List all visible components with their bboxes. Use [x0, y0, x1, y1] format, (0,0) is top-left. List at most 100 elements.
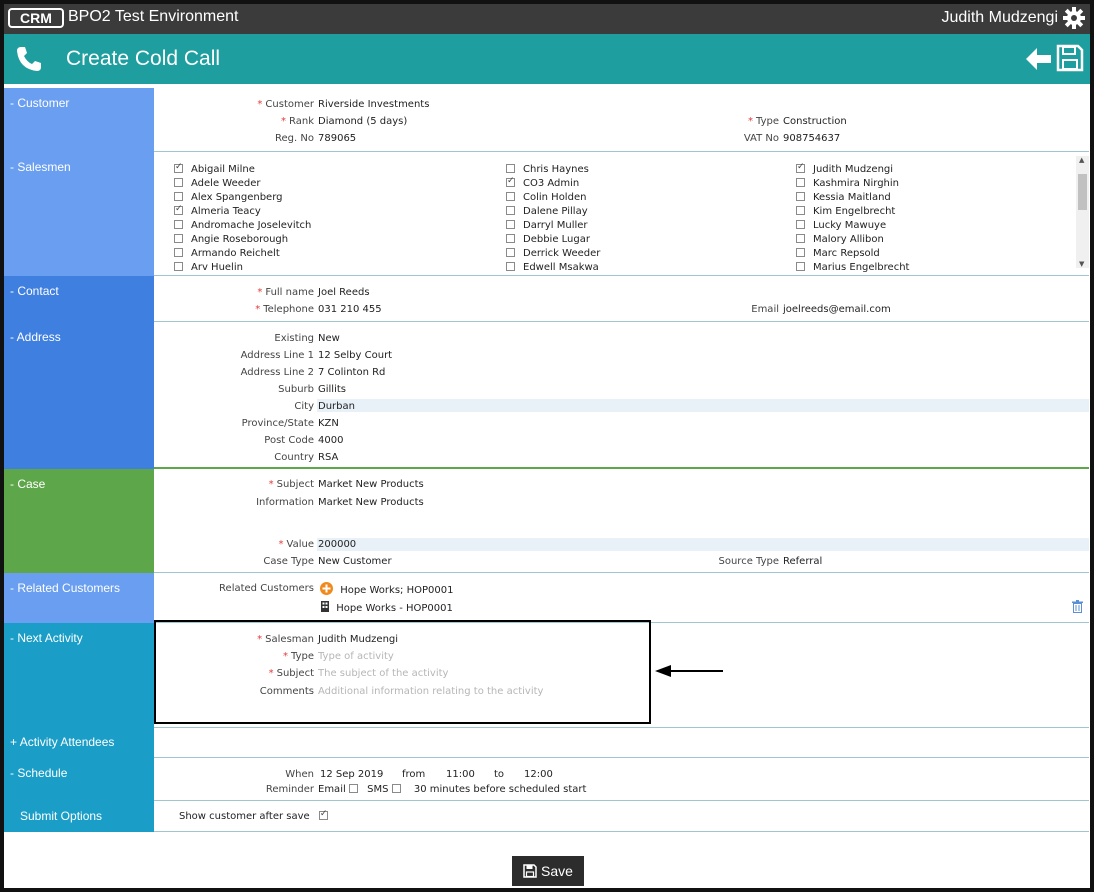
salesman-option[interactable]: Darryl Muller: [506, 220, 588, 231]
salesman-option[interactable]: Derrick Weeder: [506, 248, 600, 259]
salesman-option[interactable]: Armando Reichelt: [174, 248, 280, 259]
show-customer-checkbox[interactable]: [318, 809, 328, 820]
salesman-option[interactable]: Debbie Lugar: [506, 234, 590, 245]
salesman-option[interactable]: Marius Engelbrecht: [796, 262, 909, 273]
source-type-value[interactable]: Referral: [783, 556, 823, 567]
city-value[interactable]: Durban: [318, 401, 355, 412]
salesman-option[interactable]: CO3 Admin: [506, 176, 579, 189]
activity-type-input[interactable]: Type of activity: [318, 651, 394, 662]
related-customers-section-header[interactable]: - Related Customers: [4, 573, 154, 623]
salesman-checkbox[interactable]: [506, 176, 515, 187]
salesman-option[interactable]: Chris Haynes: [506, 164, 589, 175]
salesman-checkbox[interactable]: [174, 248, 183, 257]
salesman-option[interactable]: Almeria Teacy: [174, 204, 261, 217]
customer-section-header[interactable]: - Customer: [4, 88, 154, 152]
salesman-checkbox[interactable]: [506, 220, 515, 229]
province-value[interactable]: KZN: [318, 418, 339, 429]
rank-value[interactable]: Diamond (5 days): [318, 116, 408, 127]
salesman-checkbox[interactable]: [174, 220, 183, 229]
salesman-checkbox[interactable]: [796, 192, 805, 201]
address-section-header[interactable]: - Address: [4, 322, 154, 469]
back-arrow-icon[interactable]: [1024, 46, 1052, 72]
scroll-up-icon[interactable]: ▲: [1079, 156, 1085, 164]
salesman-option[interactable]: Alex Spangenberg: [174, 192, 282, 203]
trash-icon[interactable]: [1072, 600, 1083, 613]
salesman-checkbox[interactable]: [506, 164, 515, 173]
salesman-checkbox[interactable]: [506, 262, 515, 271]
next-activity-section-header[interactable]: - Next Activity: [4, 623, 154, 728]
comments-input[interactable]: Additional information relating to the a…: [318, 686, 544, 697]
salesman-option[interactable]: Arv Huelin: [174, 262, 243, 273]
salesman-checkbox[interactable]: [506, 234, 515, 243]
email-value[interactable]: joelreeds@email.com: [783, 304, 891, 315]
address-line1-value[interactable]: 12 Selby Court: [318, 350, 393, 361]
gear-icon[interactable]: [1062, 6, 1086, 30]
information-value[interactable]: Market New Products: [318, 497, 424, 508]
save-icon[interactable]: [1056, 44, 1084, 72]
reminder-sms-checkbox[interactable]: [391, 784, 401, 793]
salesman-checkbox[interactable]: [796, 248, 805, 257]
to-time[interactable]: 12:00: [524, 769, 553, 780]
address-line2-value[interactable]: 7 Colinton Rd: [318, 367, 386, 378]
salesman-checkbox[interactable]: [796, 234, 805, 243]
salesman-option[interactable]: Colin Holden: [506, 192, 586, 203]
salesman-checkbox[interactable]: [796, 162, 805, 173]
type-value[interactable]: Construction: [783, 116, 847, 127]
salesman-option[interactable]: Judith Mudzengi: [796, 162, 893, 175]
salesman-checkbox[interactable]: [796, 178, 805, 187]
salesmen-scrollbar[interactable]: ▲ ▼: [1076, 156, 1089, 268]
from-time[interactable]: 11:00: [446, 769, 475, 780]
salesman-checkbox[interactable]: [174, 192, 183, 201]
telephone-value[interactable]: 031 210 455: [318, 304, 382, 315]
reminder-minutes-value[interactable]: 30: [413, 784, 427, 795]
reminder-email-checkbox[interactable]: [348, 784, 358, 793]
salesman-option[interactable]: Adele Weeder: [174, 178, 261, 189]
salesman-checkbox[interactable]: [796, 220, 805, 229]
salesman-checkbox[interactable]: [174, 262, 183, 271]
schedule-date[interactable]: 12 Sep 2019: [320, 769, 384, 780]
salesman-option[interactable]: Edwell Msakwa: [506, 262, 599, 273]
activity-subject-input[interactable]: The subject of the activity: [318, 668, 449, 679]
scrollbar-thumb[interactable]: [1078, 174, 1087, 210]
customer-value[interactable]: Riverside Investments: [318, 99, 430, 110]
salesman-option[interactable]: Abigail Milne: [174, 162, 255, 175]
salesman-option[interactable]: Dalene Pillay: [506, 206, 588, 217]
contact-section-header[interactable]: - Contact: [4, 276, 154, 322]
related-customer-search-value[interactable]: Hope Works; HOP0001: [340, 585, 454, 596]
salesman-option[interactable]: Kim Engelbrecht: [796, 206, 895, 217]
salesman-option[interactable]: Kashmira Nirghin: [796, 178, 899, 189]
salesman-value[interactable]: Judith Mudzengi: [318, 634, 399, 645]
salesman-option[interactable]: Malory Allibon: [796, 234, 884, 245]
subject-value[interactable]: Market New Products: [318, 479, 424, 490]
salesman-checkbox[interactable]: [506, 192, 515, 201]
salesman-checkbox[interactable]: [174, 204, 183, 215]
activity-attendees-section-header[interactable]: + Activity Attendees: [4, 728, 154, 758]
scroll-down-icon[interactable]: ▼: [1079, 260, 1085, 268]
suburb-value[interactable]: Gillits: [318, 384, 346, 395]
fullname-value[interactable]: Joel Reeds: [318, 287, 370, 298]
vat-value[interactable]: 908754637: [783, 133, 841, 144]
salesman-checkbox[interactable]: [796, 262, 805, 271]
salesman-checkbox[interactable]: [796, 206, 805, 215]
save-button[interactable]: Save: [512, 856, 584, 886]
case-section-header[interactable]: - Case: [4, 469, 154, 573]
salesman-option[interactable]: Marc Repsold: [796, 248, 880, 259]
salesman-option[interactable]: Kessia Maitland: [796, 192, 891, 203]
salesman-option[interactable]: Angie Roseborough: [174, 234, 288, 245]
salesman-checkbox[interactable]: [506, 206, 515, 215]
salesman-checkbox[interactable]: [174, 178, 183, 187]
salesman-checkbox[interactable]: [174, 162, 183, 173]
salesman-checkbox[interactable]: [506, 248, 515, 257]
existing-value[interactable]: New: [318, 333, 340, 344]
country-value[interactable]: RSA: [318, 452, 339, 463]
salesman-checkbox[interactable]: [174, 234, 183, 243]
case-type-value[interactable]: New Customer: [318, 556, 392, 567]
regno-value[interactable]: 789065: [318, 133, 357, 144]
value-value[interactable]: 200000: [318, 539, 357, 550]
user-name[interactable]: Judith Mudzengi: [941, 9, 1058, 26]
submit-options-section-header[interactable]: Submit Options: [4, 801, 154, 832]
add-circle-icon[interactable]: [320, 582, 333, 595]
salesmen-section-header[interactable]: - Salesmen: [4, 152, 154, 276]
postcode-value[interactable]: 4000: [318, 435, 344, 446]
salesman-option[interactable]: Lucky Mawuye: [796, 220, 886, 231]
